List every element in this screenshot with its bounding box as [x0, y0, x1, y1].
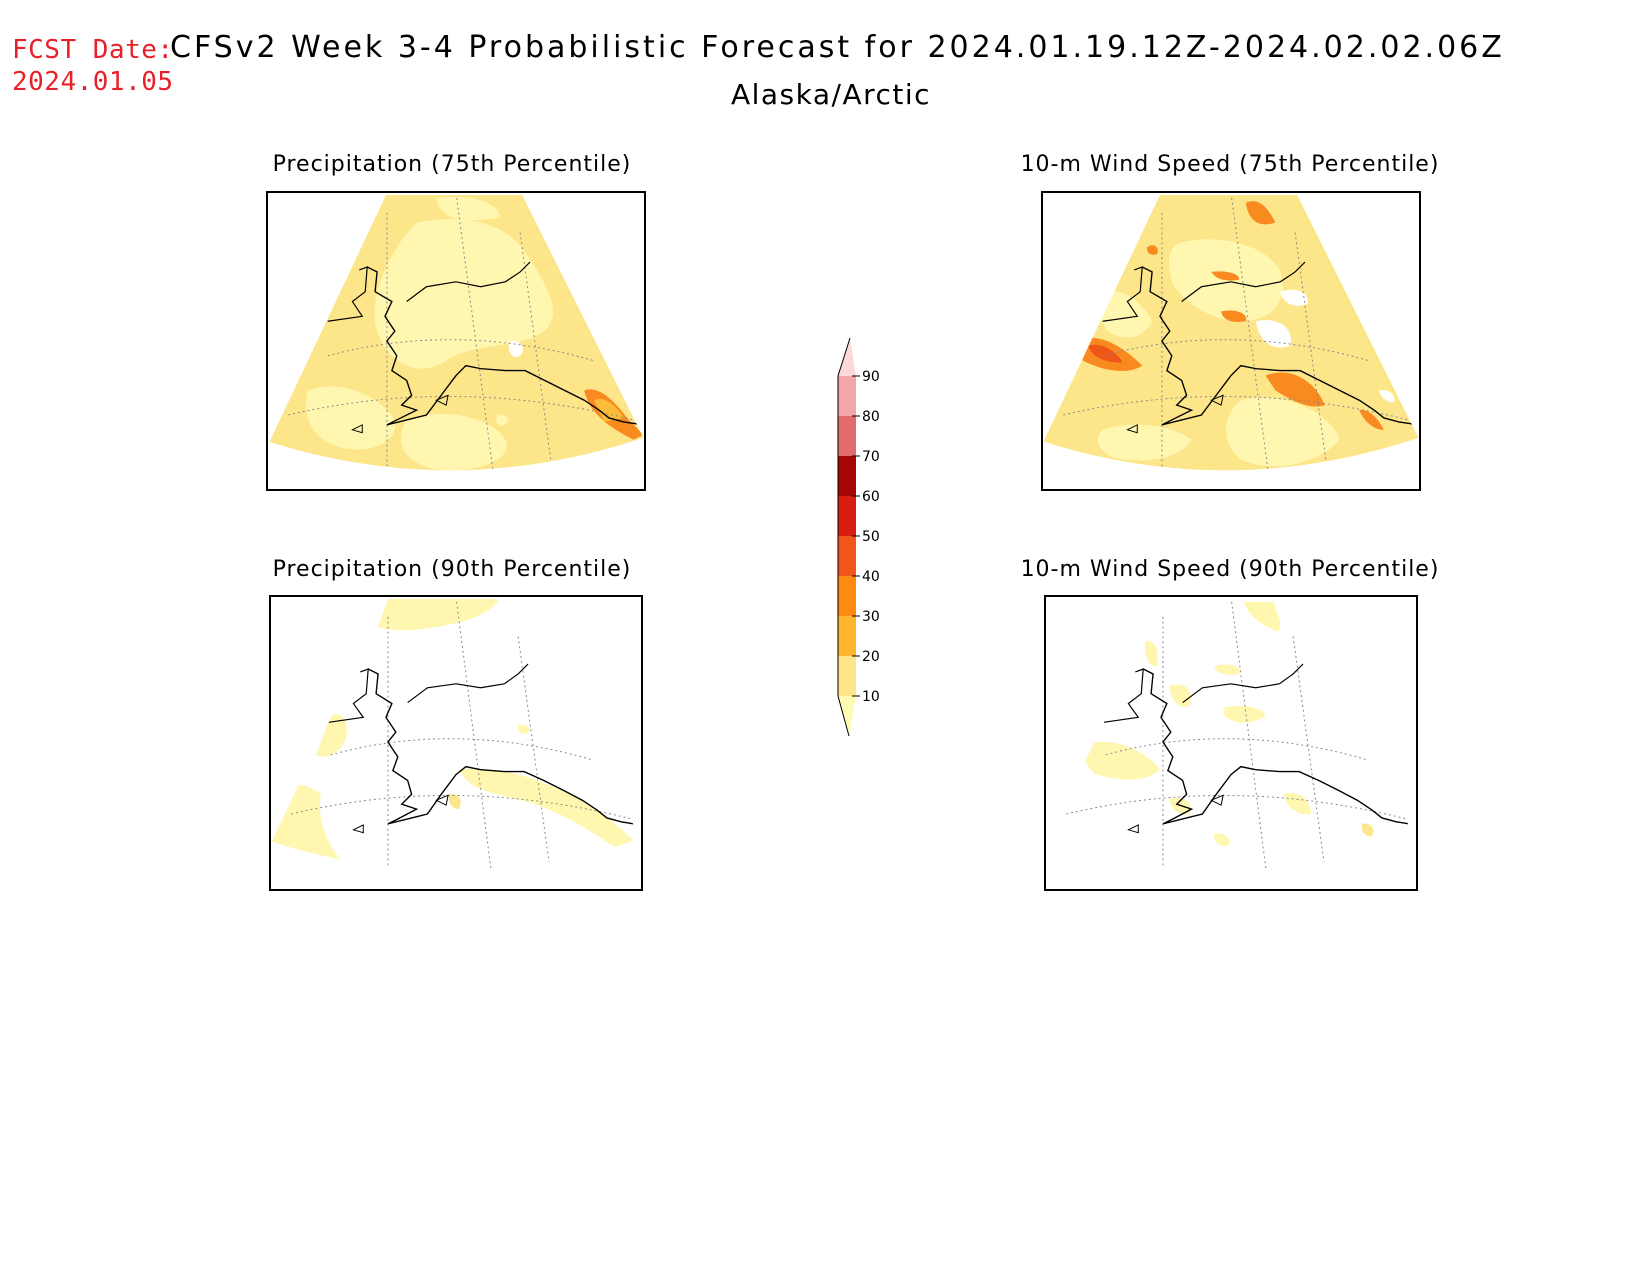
- colorbar-outline: [837, 337, 851, 737]
- colorbar-svg: 10 20 30 40 50 60 70 80 90: [837, 337, 880, 737]
- colorbar-segment: [838, 416, 856, 456]
- region-subtitle: Alaska/Arctic: [0, 78, 1650, 111]
- colorbar-tick-label: 50: [862, 529, 880, 545]
- colorbar-tick-label: 60: [862, 489, 880, 505]
- panel-title-precip-90: Precipitation (90th Percentile): [272, 557, 632, 582]
- map-panel-precip-75: [266, 191, 646, 491]
- region-label: Alaska/Arctic: [730, 78, 932, 111]
- colorbar-top-arrow: [838, 338, 856, 376]
- colorbar-segment: [838, 576, 856, 616]
- map-wind-90: [1046, 598, 1416, 871]
- colorbar-segment: [838, 536, 856, 576]
- colorbar-segment: [838, 376, 856, 416]
- map-panel-wind-75: [1041, 191, 1421, 491]
- colorbar-tick-label: 80: [862, 409, 880, 425]
- colorbar: 10 20 30 40 50 60 70 80 90: [818, 336, 898, 742]
- colorbar-bottom-arrow: [838, 696, 856, 736]
- colorbar-tick-label: 40: [862, 569, 880, 585]
- panel-title-wind-90: 10-m Wind Speed (90th Percentile): [1020, 557, 1440, 582]
- colorbar-segment: [838, 656, 856, 696]
- forecast-date-value: 2024.01.05: [12, 67, 174, 97]
- coastline: [366, 266, 644, 426]
- map-wind-75: [1043, 194, 1419, 471]
- map-panel-wind-90: [1044, 595, 1418, 891]
- colorbar-tick-label: 20: [862, 649, 880, 665]
- colorbar-segment: [838, 616, 856, 656]
- colorbar-tick-label: 10: [862, 689, 880, 705]
- colorbar-tick-label: 70: [862, 449, 880, 465]
- map-precip-90: [271, 598, 641, 871]
- panel-title-wind-75: 10-m Wind Speed (75th Percentile): [1020, 152, 1440, 177]
- colorbar-tick-label: 30: [862, 609, 880, 625]
- colorbar-segment: [838, 496, 856, 536]
- panel-title-precip-75: Precipitation (75th Percentile): [272, 152, 632, 177]
- colorbar-segment: [838, 456, 856, 496]
- map-precip-75: [268, 194, 644, 471]
- forecast-date-label: FCST Date:: [12, 35, 174, 65]
- forecast-date-block: FCST Date: 2024.01.05: [12, 34, 174, 98]
- colorbar-tick-label: 90: [862, 369, 880, 385]
- main-title: CFSv2 Week 3-4 Probabilistic Forecast fo…: [170, 30, 1505, 65]
- map-panel-precip-90: [269, 595, 643, 891]
